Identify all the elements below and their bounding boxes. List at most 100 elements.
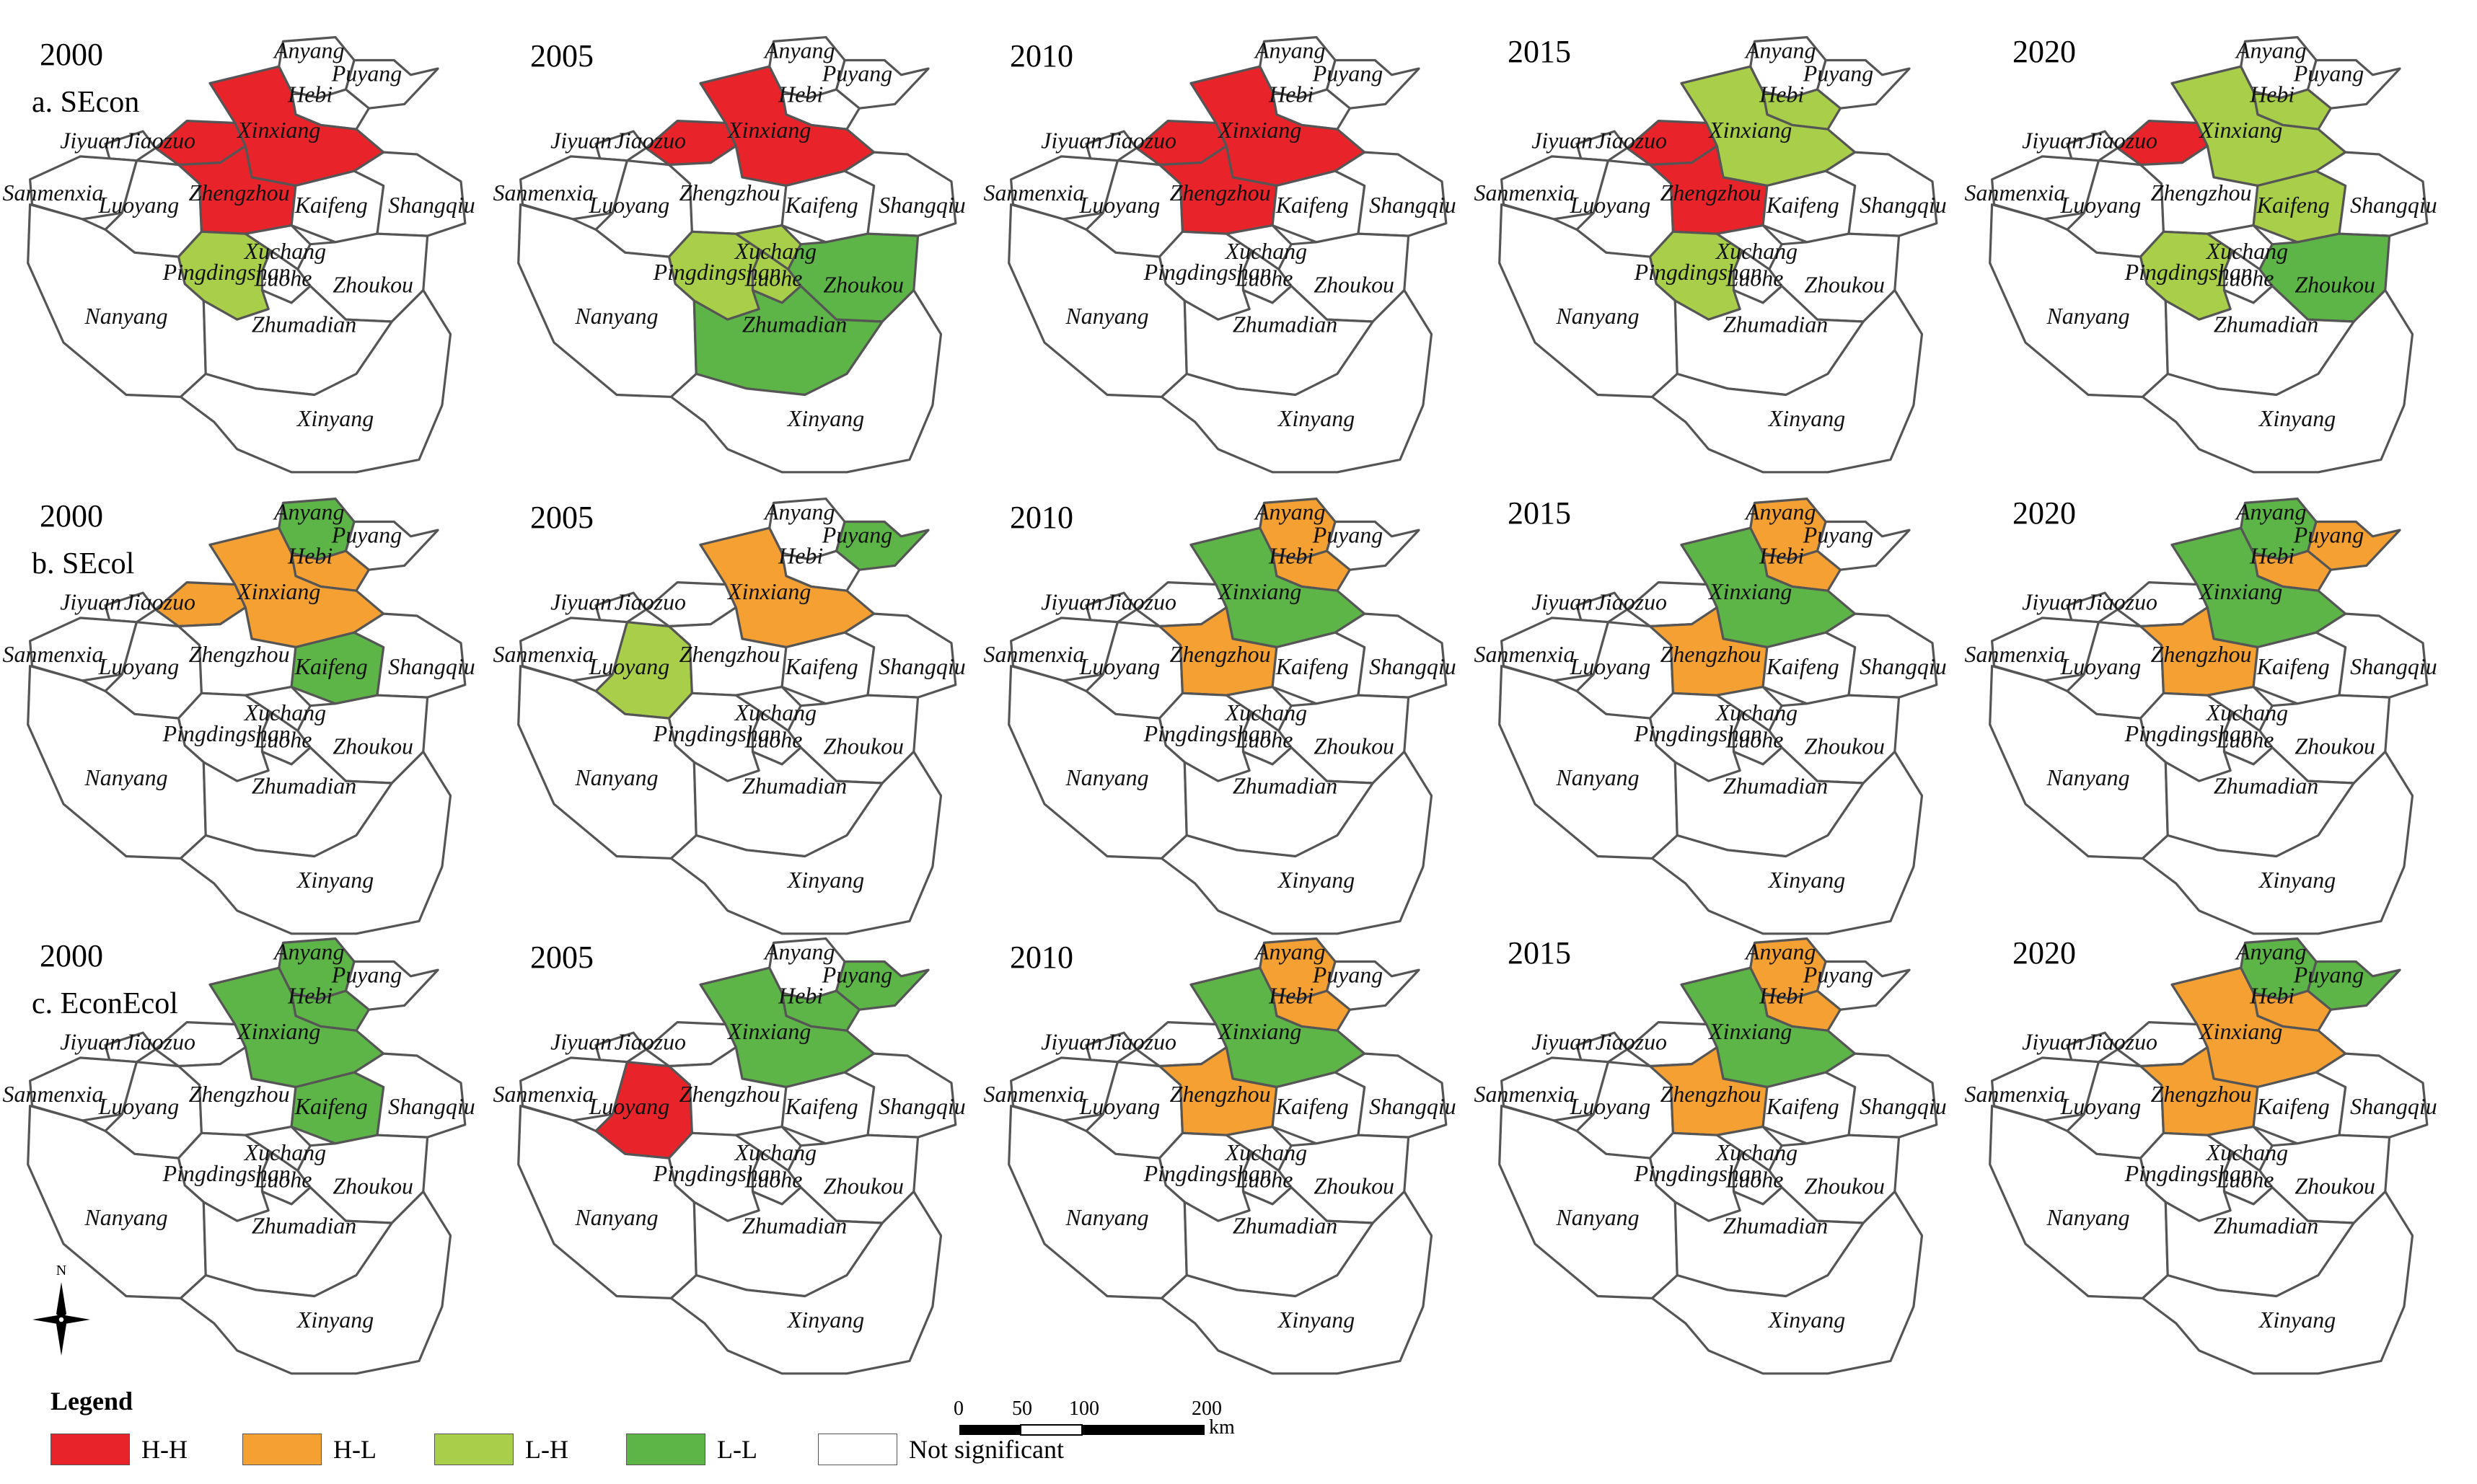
year-label-2020: 2020 — [2012, 495, 2076, 531]
city-label-sanmenxia: Sanmenxia — [3, 180, 104, 206]
year-label-2020: 2020 — [2012, 34, 2076, 69]
city-label-luoyang: Luoyang — [98, 193, 180, 218]
city-label-luohe: Luohe — [2216, 1167, 2274, 1193]
city-label-xuchang: Xuchang — [243, 700, 326, 725]
city-label-anyang: Anyang — [763, 500, 835, 525]
city-label-jiyuan: Jiyuan — [1041, 1029, 1102, 1054]
region-jiyuan — [594, 591, 648, 624]
city-label-hebi: Hebi — [1268, 984, 1314, 1009]
city-label-kaifeng: Kaifeng — [2256, 193, 2330, 218]
city-label-luoyang: Luoyang — [98, 654, 180, 679]
city-label-luohe: Luohe — [254, 1167, 312, 1193]
city-label-kaifeng: Kaifeng — [294, 1094, 368, 1119]
city-label-zhoukou: Zhoukou — [1314, 272, 1394, 297]
city-label-luoyang: Luoyang — [1079, 193, 1161, 218]
city-label-hebi: Hebi — [1759, 82, 1804, 107]
legend-label-lh: L-H — [525, 1435, 568, 1464]
city-label-xuchang: Xuchang — [1224, 239, 1307, 264]
region-xinyang — [669, 1190, 943, 1375]
city-label-xinyang: Xinyang — [2258, 867, 2336, 893]
map-panel: Anyang Puyang Hebi Xinxiang Jiyuan Jiaozuo Zhe… — [1962, 469, 2438, 935]
city-label-luohe: Luohe — [1725, 266, 1784, 291]
year-label-2005: 2005 — [530, 940, 594, 975]
city-label-xinyang: Xinyang — [1277, 406, 1355, 431]
year-label-2000: 2000 — [40, 498, 103, 534]
region-jiyuan — [2066, 130, 2119, 162]
city-label-anyang: Anyang — [273, 500, 344, 525]
city-label-pingdingshan: Pingdingshan — [162, 1161, 291, 1186]
city-label-pingdingshan: Pingdingshan — [2124, 1161, 2253, 1186]
city-label-kaifeng: Kaifeng — [1766, 654, 1839, 679]
city-label-kaifeng: Kaifeng — [1766, 193, 1839, 218]
region-xinyang — [669, 750, 943, 935]
region-xinyang — [179, 750, 452, 935]
city-label-xinxiang: Xinxiang — [726, 579, 811, 604]
region-xinyang — [1650, 750, 1924, 935]
city-label-hebi: Hebi — [2249, 82, 2295, 107]
city-label-pingdingshan: Pingdingshan — [162, 260, 291, 285]
city-label-zhumadian: Zhumadian — [252, 312, 356, 337]
city-label-jiaozuo: Jiaozuo — [2086, 1029, 2157, 1054]
city-label-puyang: Puyang — [1312, 963, 1383, 988]
city-label-jiyuan: Jiyuan — [550, 1029, 612, 1054]
city-label-xinyang: Xinyang — [296, 1307, 374, 1333]
city-label-luohe: Luohe — [1725, 728, 1784, 753]
city-label-zhoukou: Zhoukou — [2295, 1173, 2375, 1198]
city-label-pingdingshan: Pingdingshan — [653, 721, 781, 746]
city-label-anyang: Anyang — [1744, 500, 1816, 525]
city-label-xuchang: Xuchang — [734, 1140, 817, 1165]
city-label-shangqiu: Shangqiu — [1860, 1094, 1946, 1119]
city-label-luohe: Luohe — [1235, 728, 1293, 753]
city-label-puyang: Puyang — [2293, 963, 2364, 988]
city-label-jiaozuo: Jiaozuo — [615, 589, 686, 614]
city-label-jiaozuo: Jiaozuo — [2086, 128, 2157, 153]
city-label-puyang: Puyang — [331, 963, 402, 988]
city-label-kaifeng: Kaifeng — [1275, 654, 1349, 679]
legend-swatch-ll — [626, 1434, 705, 1465]
region-xinyang — [2141, 288, 2414, 474]
region-shangqiu — [2315, 612, 2429, 699]
city-label-shangqiu: Shangqiu — [1860, 193, 1946, 218]
map-panel: Anyang Puyang Hebi Xinxiang Jiyuan Jiaozuo Zhe… — [981, 909, 1457, 1375]
region-xinyang — [1160, 750, 1433, 935]
city-label-xuchang: Xuchang — [1715, 700, 1798, 725]
city-label-hebi: Hebi — [287, 544, 333, 569]
city-label-luohe: Luohe — [1725, 1167, 1784, 1193]
city-label-xuchang: Xuchang — [2205, 700, 2288, 725]
city-label-xinxiang: Xinxiang — [1217, 1019, 1301, 1044]
city-label-xinyang: Xinyang — [786, 1307, 864, 1333]
city-label-anyang: Anyang — [273, 940, 344, 965]
map-panel: Anyang Puyang Hebi Xinxiang Jiyuan Jiaozuo Zhe… — [1471, 909, 1948, 1375]
region-puyang — [344, 520, 439, 571]
city-label-jiaozuo: Jiaozuo — [615, 128, 686, 153]
map-panel: Anyang Puyang Hebi Xinxiang Jiyuan Jiaozuo Zhe… — [490, 909, 967, 1375]
city-label-sanmenxia: Sanmenxia — [493, 180, 594, 206]
year-label-2015: 2015 — [1508, 495, 1571, 531]
region-shangqiu — [2315, 1052, 2429, 1139]
city-label-jiaozuo: Jiaozuo — [124, 128, 195, 153]
city-label-xinxiang: Xinxiang — [1217, 118, 1301, 143]
city-label-hebi: Hebi — [778, 984, 823, 1009]
city-label-puyang: Puyang — [1803, 963, 1873, 988]
city-label-xinyang: Xinyang — [296, 406, 374, 431]
city-label-hebi: Hebi — [1268, 544, 1314, 569]
city-label-luoyang: Luoyang — [1570, 654, 1651, 679]
city-label-kaifeng: Kaifeng — [785, 1094, 858, 1119]
city-label-luoyang: Luoyang — [98, 1094, 180, 1119]
city-label-luoyang: Luoyang — [1079, 1094, 1161, 1119]
city-label-hebi: Hebi — [1759, 544, 1804, 569]
city-label-kaifeng: Kaifeng — [2256, 654, 2330, 679]
city-label-zhoukou: Zhoukou — [823, 733, 904, 759]
city-label-zhumadian: Zhumadian — [2214, 312, 2318, 337]
city-label-zhoukou: Zhoukou — [333, 272, 413, 297]
legend: Legend H-H H-L L-H L-L Not significant — [29, 1370, 1064, 1478]
row-label-3: c. EconEcol — [32, 987, 178, 1020]
city-label-pingdingshan: Pingdingshan — [2124, 260, 2253, 285]
map-panel: Anyang Puyang Hebi Xinxiang Jiyuan Jiaozuo Zhe… — [981, 7, 1457, 474]
city-label-zhoukou: Zhoukou — [333, 1173, 413, 1198]
city-label-anyang: Anyang — [2235, 500, 2306, 525]
city-label-xinxiang: Xinxiang — [236, 1019, 320, 1044]
year-label-2015: 2015 — [1508, 935, 1571, 971]
city-label-sanmenxia: Sanmenxia — [493, 642, 594, 667]
legend-swatch-hl — [242, 1434, 322, 1465]
